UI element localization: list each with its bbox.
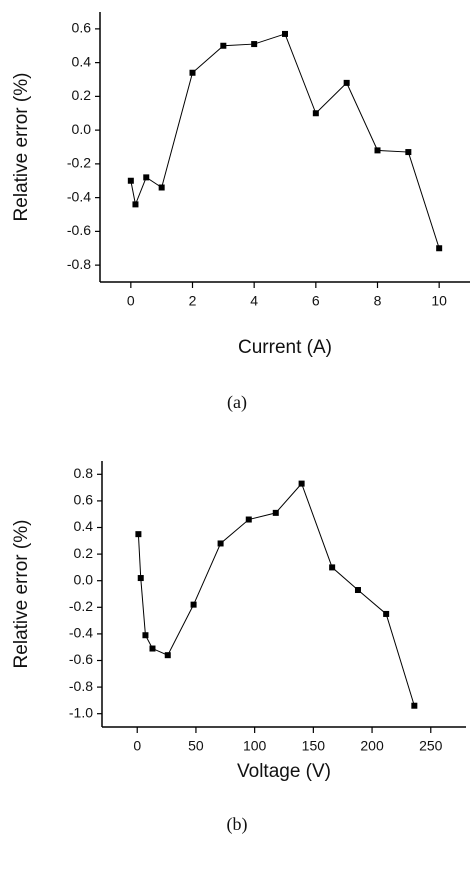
x-tick-label: 100 (243, 738, 267, 754)
data-point (405, 149, 412, 156)
x-tick-label: 200 (360, 738, 384, 754)
x-tick-label: 4 (250, 293, 258, 309)
y-tick-label: -0.8 (67, 256, 91, 272)
data-point (411, 702, 418, 709)
data-point (282, 30, 288, 37)
caption: (a) (227, 392, 247, 413)
data-point (189, 69, 196, 76)
data-point (135, 531, 142, 538)
data-point (374, 147, 381, 154)
y-tick-label: -0.2 (69, 598, 93, 614)
data-point (436, 245, 443, 252)
data-line (137, 482, 415, 706)
data-point (272, 509, 279, 516)
y-tick-label: -0.8 (69, 678, 93, 694)
x-tick-label: 8 (374, 293, 382, 309)
x-axis-title: Current (A) (238, 337, 332, 358)
y-tick-label: -0.2 (67, 155, 91, 171)
data-point (158, 184, 165, 191)
x-tick-label: 50 (188, 738, 204, 754)
y-tick-label: 0.2 (72, 87, 92, 103)
y-tick-label: -0.4 (67, 188, 91, 204)
y-tick-label: -0.6 (69, 651, 93, 667)
y-tick-label: 0.2 (74, 545, 94, 561)
x-tick-label: 250 (419, 738, 443, 754)
y-tick-label: 0.4 (74, 518, 94, 534)
y-tick-label: -1.0 (69, 704, 93, 720)
data-point (127, 177, 134, 184)
y-tick-label: 0.8 (74, 465, 94, 481)
data-point (312, 110, 319, 117)
y-tick-label: 0.6 (72, 20, 92, 36)
y-axis-title: Relative error (%) (11, 520, 32, 669)
y-tick-label: 0.0 (74, 571, 94, 587)
y-tick-label: 0.0 (72, 121, 92, 137)
data-point (383, 610, 390, 617)
data-point (143, 174, 150, 181)
data-point (329, 564, 336, 571)
x-axis-title: Voltage (V) (237, 761, 331, 782)
data-point (251, 41, 258, 48)
caption: (b) (227, 814, 248, 835)
data-point (142, 632, 149, 639)
data-point (298, 480, 305, 487)
data-point (149, 645, 156, 652)
y-tick-label: 0.6 (74, 492, 94, 508)
data-point (245, 516, 252, 523)
data-point (132, 201, 139, 208)
y-tick-label: 0.4 (72, 53, 92, 69)
x-tick-label: 10 (431, 293, 447, 309)
x-tick-label: 0 (133, 738, 141, 754)
data-point (354, 587, 361, 594)
x-tick-label: 6 (312, 293, 320, 309)
y-axis-title: Relative error (%) (11, 73, 32, 222)
y-tick-label: -0.6 (67, 222, 91, 238)
data-point (137, 575, 144, 582)
x-tick-label: 0 (127, 293, 135, 309)
data-point (217, 540, 224, 547)
x-tick-label: 150 (302, 738, 326, 754)
data-point (164, 652, 171, 659)
y-tick-label: -0.4 (69, 625, 93, 641)
x-tick-label: 2 (189, 293, 197, 309)
data-point (190, 601, 197, 608)
data-point (343, 79, 350, 86)
data-point (220, 42, 227, 49)
data-line (130, 33, 440, 249)
